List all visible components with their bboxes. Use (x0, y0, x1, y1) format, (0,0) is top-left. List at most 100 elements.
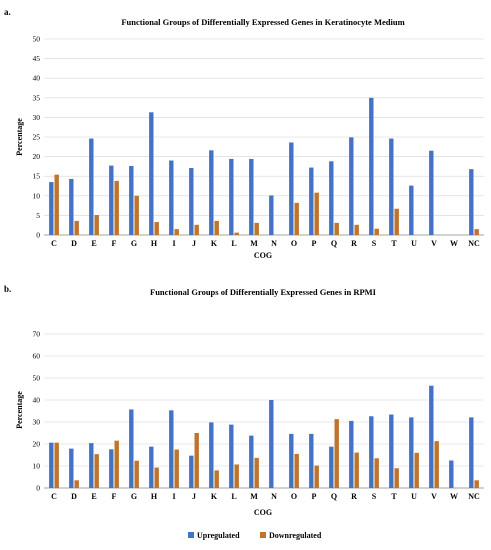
x-axis-label-a: COG (254, 251, 272, 260)
bar-b-up-R (349, 420, 354, 488)
bar-a-down-R (354, 224, 359, 235)
panel-label-a: a. (4, 7, 11, 17)
x-tick-label-b: R (351, 492, 357, 501)
chart-title-b: Functional Groups of Differentially Expr… (150, 287, 377, 297)
bar-a-up-F (109, 165, 114, 235)
bar-a-down-G (134, 195, 139, 235)
bar-b-up-E (89, 443, 94, 488)
y-tick-label-b: 20 (33, 440, 41, 449)
x-tick-label-a: M (250, 239, 258, 248)
bar-b-down-L (234, 464, 239, 488)
chart-title-a: Functional Groups of Differentially Expr… (121, 17, 404, 27)
bar-a-down-P (314, 192, 319, 235)
bar-b-up-J (189, 455, 194, 488)
bar-a-up-R (349, 137, 354, 235)
x-tick-label-a: L (231, 239, 236, 248)
x-tick-label-a: I (172, 239, 175, 248)
bar-a-down-J (194, 224, 199, 235)
bar-a-down-H (154, 222, 159, 235)
chart-panel-a: a. Functional Groups of Differentially E… (4, 7, 484, 260)
bar-b-up-Q (329, 446, 334, 488)
x-tick-label-a: E (91, 239, 96, 248)
x-tick-label-a: H (151, 239, 158, 248)
bar-a-up-Q (329, 161, 334, 235)
x-tick-label-b: V (431, 492, 437, 501)
bar-a-down-S (374, 228, 379, 235)
bar-b-up-D (69, 448, 74, 488)
y-tick-label-a: 35 (33, 93, 41, 102)
legend-swatch-upregulated (188, 532, 194, 538)
bar-b-down-S (374, 458, 379, 488)
bar-a-down-Q (334, 222, 339, 235)
bar-b-down-T (394, 468, 399, 488)
x-tick-label-b: NC (468, 492, 480, 501)
bar-b-down-C (54, 442, 59, 488)
x-tick-label-b: U (411, 492, 417, 501)
x-tick-label-a: K (211, 239, 218, 248)
bar-a-up-H (149, 112, 154, 235)
legend: Upregulated Downregulated (188, 531, 322, 540)
y-tick-label-a: 40 (33, 74, 41, 83)
x-tick-label-a: F (112, 239, 117, 248)
bar-b-up-G (129, 409, 134, 488)
bar-a-up-E (89, 138, 94, 235)
bar-a-down-F (114, 180, 119, 235)
bar-a-up-T (389, 138, 394, 235)
bar-b-down-D (74, 480, 79, 488)
bar-a-up-U (409, 185, 414, 235)
bar-b-up-F (109, 449, 114, 488)
x-tick-label-a: W (450, 239, 458, 248)
bar-b-down-R (354, 452, 359, 488)
x-tick-label-b: O (291, 492, 297, 501)
y-tick-label-b: 10 (33, 462, 41, 471)
legend-label-upregulated: Upregulated (197, 531, 240, 540)
y-tick-label-a: 20 (33, 152, 41, 161)
x-tick-label-a: D (71, 239, 77, 248)
bar-b-down-E (94, 454, 99, 488)
bar-b-up-T (389, 414, 394, 488)
y-axis-label-b: Percentage (15, 391, 24, 429)
x-tick-label-a: C (51, 239, 57, 248)
bar-b-down-K (214, 470, 219, 488)
bar-a-down-O (294, 202, 299, 235)
bar-b-up-U (409, 417, 414, 488)
legend-label-downregulated: Downregulated (269, 531, 322, 540)
x-tick-label-a: V (431, 239, 437, 248)
bar-b-down-U (414, 452, 419, 488)
y-tick-label-a: 0 (36, 231, 40, 240)
bar-a-down-NC (474, 229, 479, 235)
bar-a-up-K (209, 150, 214, 235)
x-tick-label-b: T (391, 492, 397, 501)
bar-b-down-H (154, 467, 159, 488)
y-tick-label-a: 5 (36, 211, 40, 220)
x-tick-label-b: W (450, 492, 458, 501)
x-tick-label-a: P (312, 239, 317, 248)
x-tick-label-a: U (411, 239, 417, 248)
bar-a-down-D (74, 220, 79, 235)
bar-a-up-G (129, 166, 134, 235)
x-tick-label-a: J (192, 239, 196, 248)
x-tick-label-a: Q (331, 239, 337, 248)
bar-a-up-N (269, 195, 274, 235)
x-tick-label-b: E (91, 492, 96, 501)
x-tick-label-b: K (211, 492, 218, 501)
bar-b-up-W (449, 460, 454, 488)
bar-a-down-C (54, 174, 59, 235)
y-tick-label-b: 30 (33, 418, 41, 427)
bar-a-down-L (234, 232, 239, 235)
y-tick-label-a: 15 (33, 172, 41, 181)
bar-b-up-O (289, 433, 294, 488)
bar-a-up-J (189, 167, 194, 235)
y-tick-label-a: 50 (33, 35, 41, 44)
bar-a-down-E (94, 215, 99, 235)
bar-a-up-S (369, 97, 374, 235)
bar-a-down-I (174, 229, 179, 235)
x-tick-label-b: Q (331, 492, 337, 501)
y-tick-label-b: 0 (36, 484, 40, 493)
x-tick-label-b: N (271, 492, 277, 501)
y-tick-label-b: 70 (33, 330, 41, 339)
y-tick-label-a: 45 (33, 54, 41, 63)
y-axis-label-a: Percentage (15, 118, 24, 156)
x-tick-label-b: P (312, 492, 317, 501)
